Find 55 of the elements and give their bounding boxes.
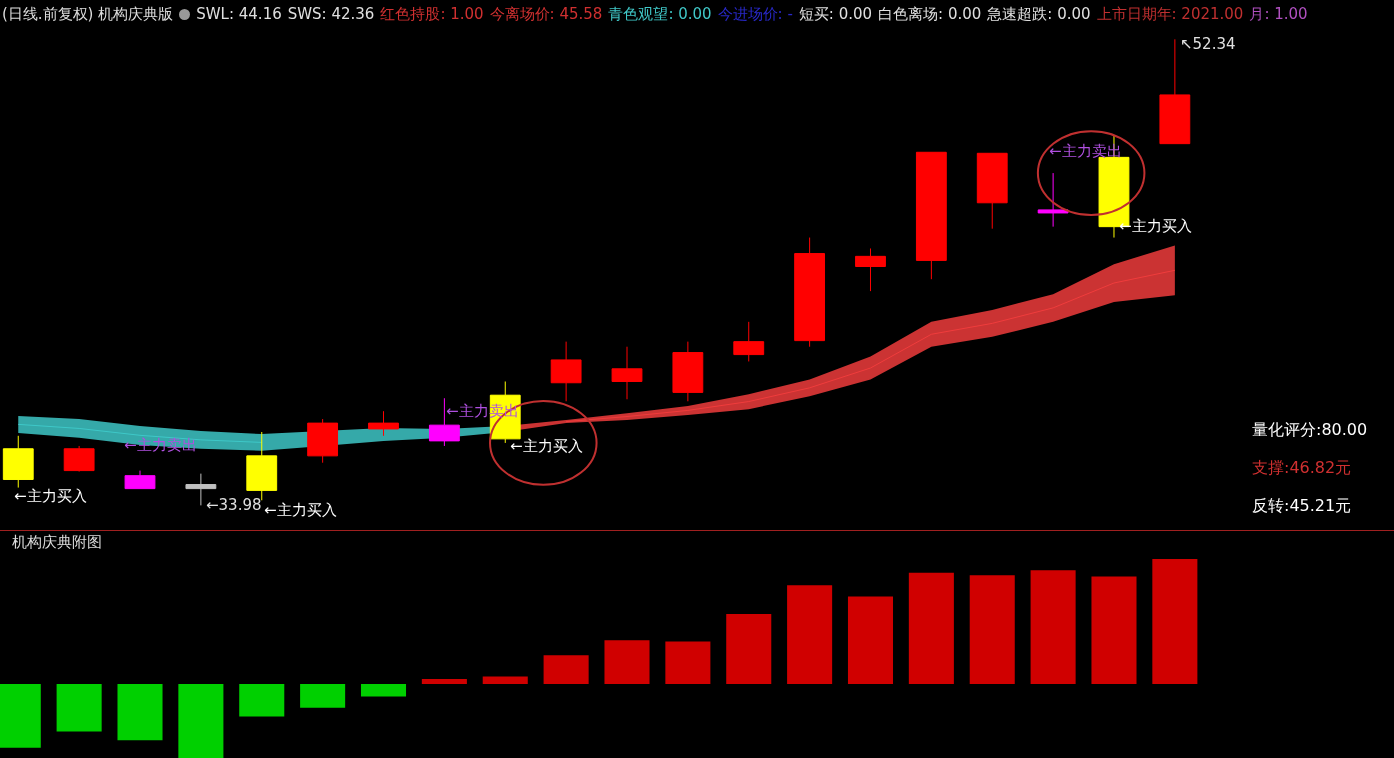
text: 月: 1.00: [1249, 5, 1308, 23]
chart-title: 机构庆典附图: [12, 533, 102, 552]
bar: [665, 641, 711, 684]
text: 急速超跌: 0.00: [987, 5, 1091, 23]
text: SWL: 44.16: [196, 5, 282, 23]
text: 红色持股: 1.00: [380, 5, 484, 23]
bar: [56, 684, 102, 732]
bar: [300, 684, 346, 708]
annotation: ↖52.34: [1180, 35, 1236, 53]
text: 支撑:46.82元: [1252, 458, 1352, 479]
annotation: ←主力买入: [264, 501, 337, 519]
text: 白色离场: 0.00: [878, 5, 982, 23]
bar: [178, 684, 224, 758]
candlestick: [915, 151, 947, 280]
bar: [421, 679, 467, 684]
bar: [360, 684, 407, 697]
candlestick: [794, 237, 826, 348]
candlestick: [63, 445, 95, 473]
text: 短买: 0.00: [798, 5, 873, 23]
text: 今进场价: -: [717, 5, 793, 23]
text: 反转:45.21元: [1252, 496, 1352, 517]
bar: [543, 655, 589, 684]
bar: [908, 572, 954, 684]
candlestick: [2, 435, 34, 489]
candlestick: [611, 346, 643, 400]
bar: [1091, 576, 1137, 684]
candlestick: [733, 321, 765, 362]
candlestick: [672, 341, 704, 402]
bar: [117, 684, 163, 741]
bar: [847, 596, 894, 684]
bar: [604, 640, 650, 684]
text: 量化评分:80.00: [1252, 420, 1368, 441]
text: 今离场价: 45.58: [489, 5, 603, 23]
bar: [969, 575, 1015, 684]
text: 上市日期年: 2021.00: [1096, 5, 1244, 23]
text: 青色观望: 0.00: [608, 5, 712, 23]
bar: [239, 684, 285, 717]
annotation: ←33.98: [206, 496, 262, 514]
bar: [1152, 559, 1198, 684]
candlestick: [1037, 172, 1069, 228]
candlestick: [428, 397, 460, 447]
chart-title: (日线.前复权) 机构庆典版: [2, 5, 174, 23]
candlestick: [307, 418, 339, 464]
candlestick: [124, 470, 156, 490]
bar: [726, 614, 772, 684]
bar: [787, 585, 833, 684]
annotation: ←主力买入: [510, 437, 583, 455]
annotation: ←主力买入: [14, 487, 87, 505]
candlestick: [550, 341, 582, 402]
candlestick: [855, 247, 886, 292]
candlestick: [368, 410, 399, 437]
candlestick: [976, 152, 1008, 230]
bar: [482, 676, 528, 684]
text: SWS: 42.36: [287, 5, 375, 23]
bar: [1030, 570, 1076, 684]
